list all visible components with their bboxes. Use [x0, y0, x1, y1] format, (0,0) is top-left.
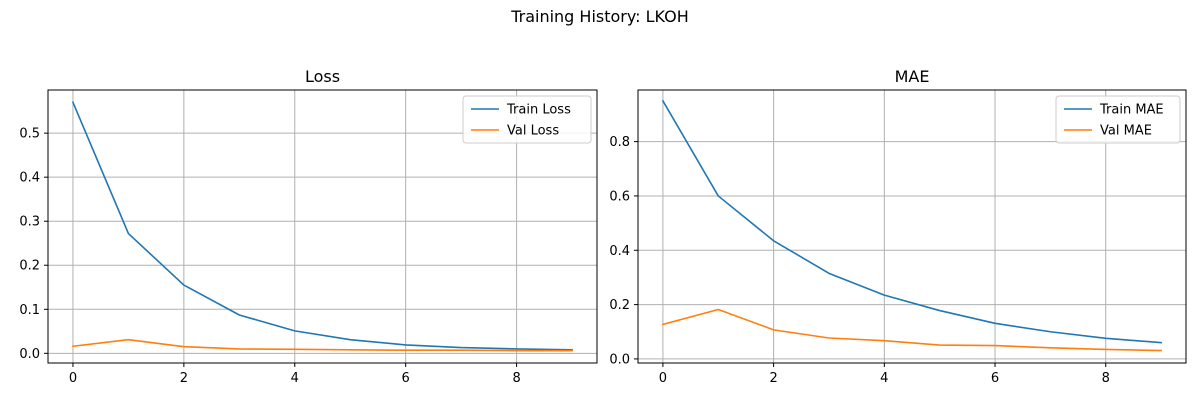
loss-y-tick-label: 0.4 — [19, 171, 40, 186]
loss-y-tick-label: 0.2 — [19, 259, 40, 274]
loss-legend: Train Loss Val Loss — [462, 95, 592, 144]
loss-subplot: Loss 0 2 4 6 8 0.0 0.1 0.2 0.3 0.4 0.5 Train Loss Val… — [19, 67, 598, 386]
loss-series-line-0 — [71, 101, 573, 351]
mae-legend-label-0: Train MAE — [1099, 103, 1164, 118]
mae-series-line-1 — [661, 308, 1162, 352]
mae-legend-label-1: Val MAE — [1100, 124, 1152, 139]
loss-y-tick-label: 0.5 — [19, 127, 40, 142]
loss-series-line-1 — [72, 338, 573, 352]
mae-legend: Train MAE Val MAE — [1055, 95, 1181, 144]
mae-y-tick-label: 0.0 — [609, 352, 630, 367]
mae-y-tick-label: 0.6 — [609, 189, 630, 204]
figure-suptitle: Training History: LKOH — [510, 7, 689, 26]
loss-x-tick-label: 8 — [512, 371, 520, 386]
loss-legend-box — [462, 95, 592, 144]
mae-y-tick-label: 0.8 — [609, 135, 630, 150]
loss-x-tick-label: 6 — [402, 371, 410, 386]
loss-y-tick-label: 0.0 — [19, 347, 40, 362]
mae-x-tick-label: 8 — [1102, 371, 1110, 386]
loss-title: Loss — [305, 67, 340, 86]
loss-axes-frame — [47, 89, 598, 364]
mae-y-tick-label: 0.4 — [609, 244, 630, 259]
mae-x-tick-label: 6 — [991, 371, 999, 386]
loss-x-tick-label: 0 — [69, 371, 77, 386]
mae-x-tick-label: 0 — [659, 371, 667, 386]
mae-legend-box — [1055, 95, 1181, 144]
mae-y-tick-label: 0.2 — [609, 298, 630, 313]
loss-x-tick-label: 4 — [291, 371, 299, 386]
loss-legend-label-0: Train Loss — [506, 103, 571, 118]
mae-x-tick-label: 4 — [880, 371, 888, 386]
loss-y-tick-label: 0.3 — [19, 215, 40, 230]
mae-x-tick-label: 2 — [769, 371, 777, 386]
loss-y-tick-label: 0.1 — [19, 303, 40, 318]
mae-subplot: MAE 0 2 4 6 8 0.0 0.2 0.4 0.6 0.8 Train MAE Val MAE — [609, 67, 1187, 386]
mae-axes-frame — [637, 89, 1187, 364]
loss-legend-label-1: Val Loss — [507, 124, 559, 139]
mae-title: MAE — [895, 67, 930, 86]
loss-x-tick-label: 2 — [180, 371, 188, 386]
mae-series-line-0 — [661, 99, 1162, 344]
